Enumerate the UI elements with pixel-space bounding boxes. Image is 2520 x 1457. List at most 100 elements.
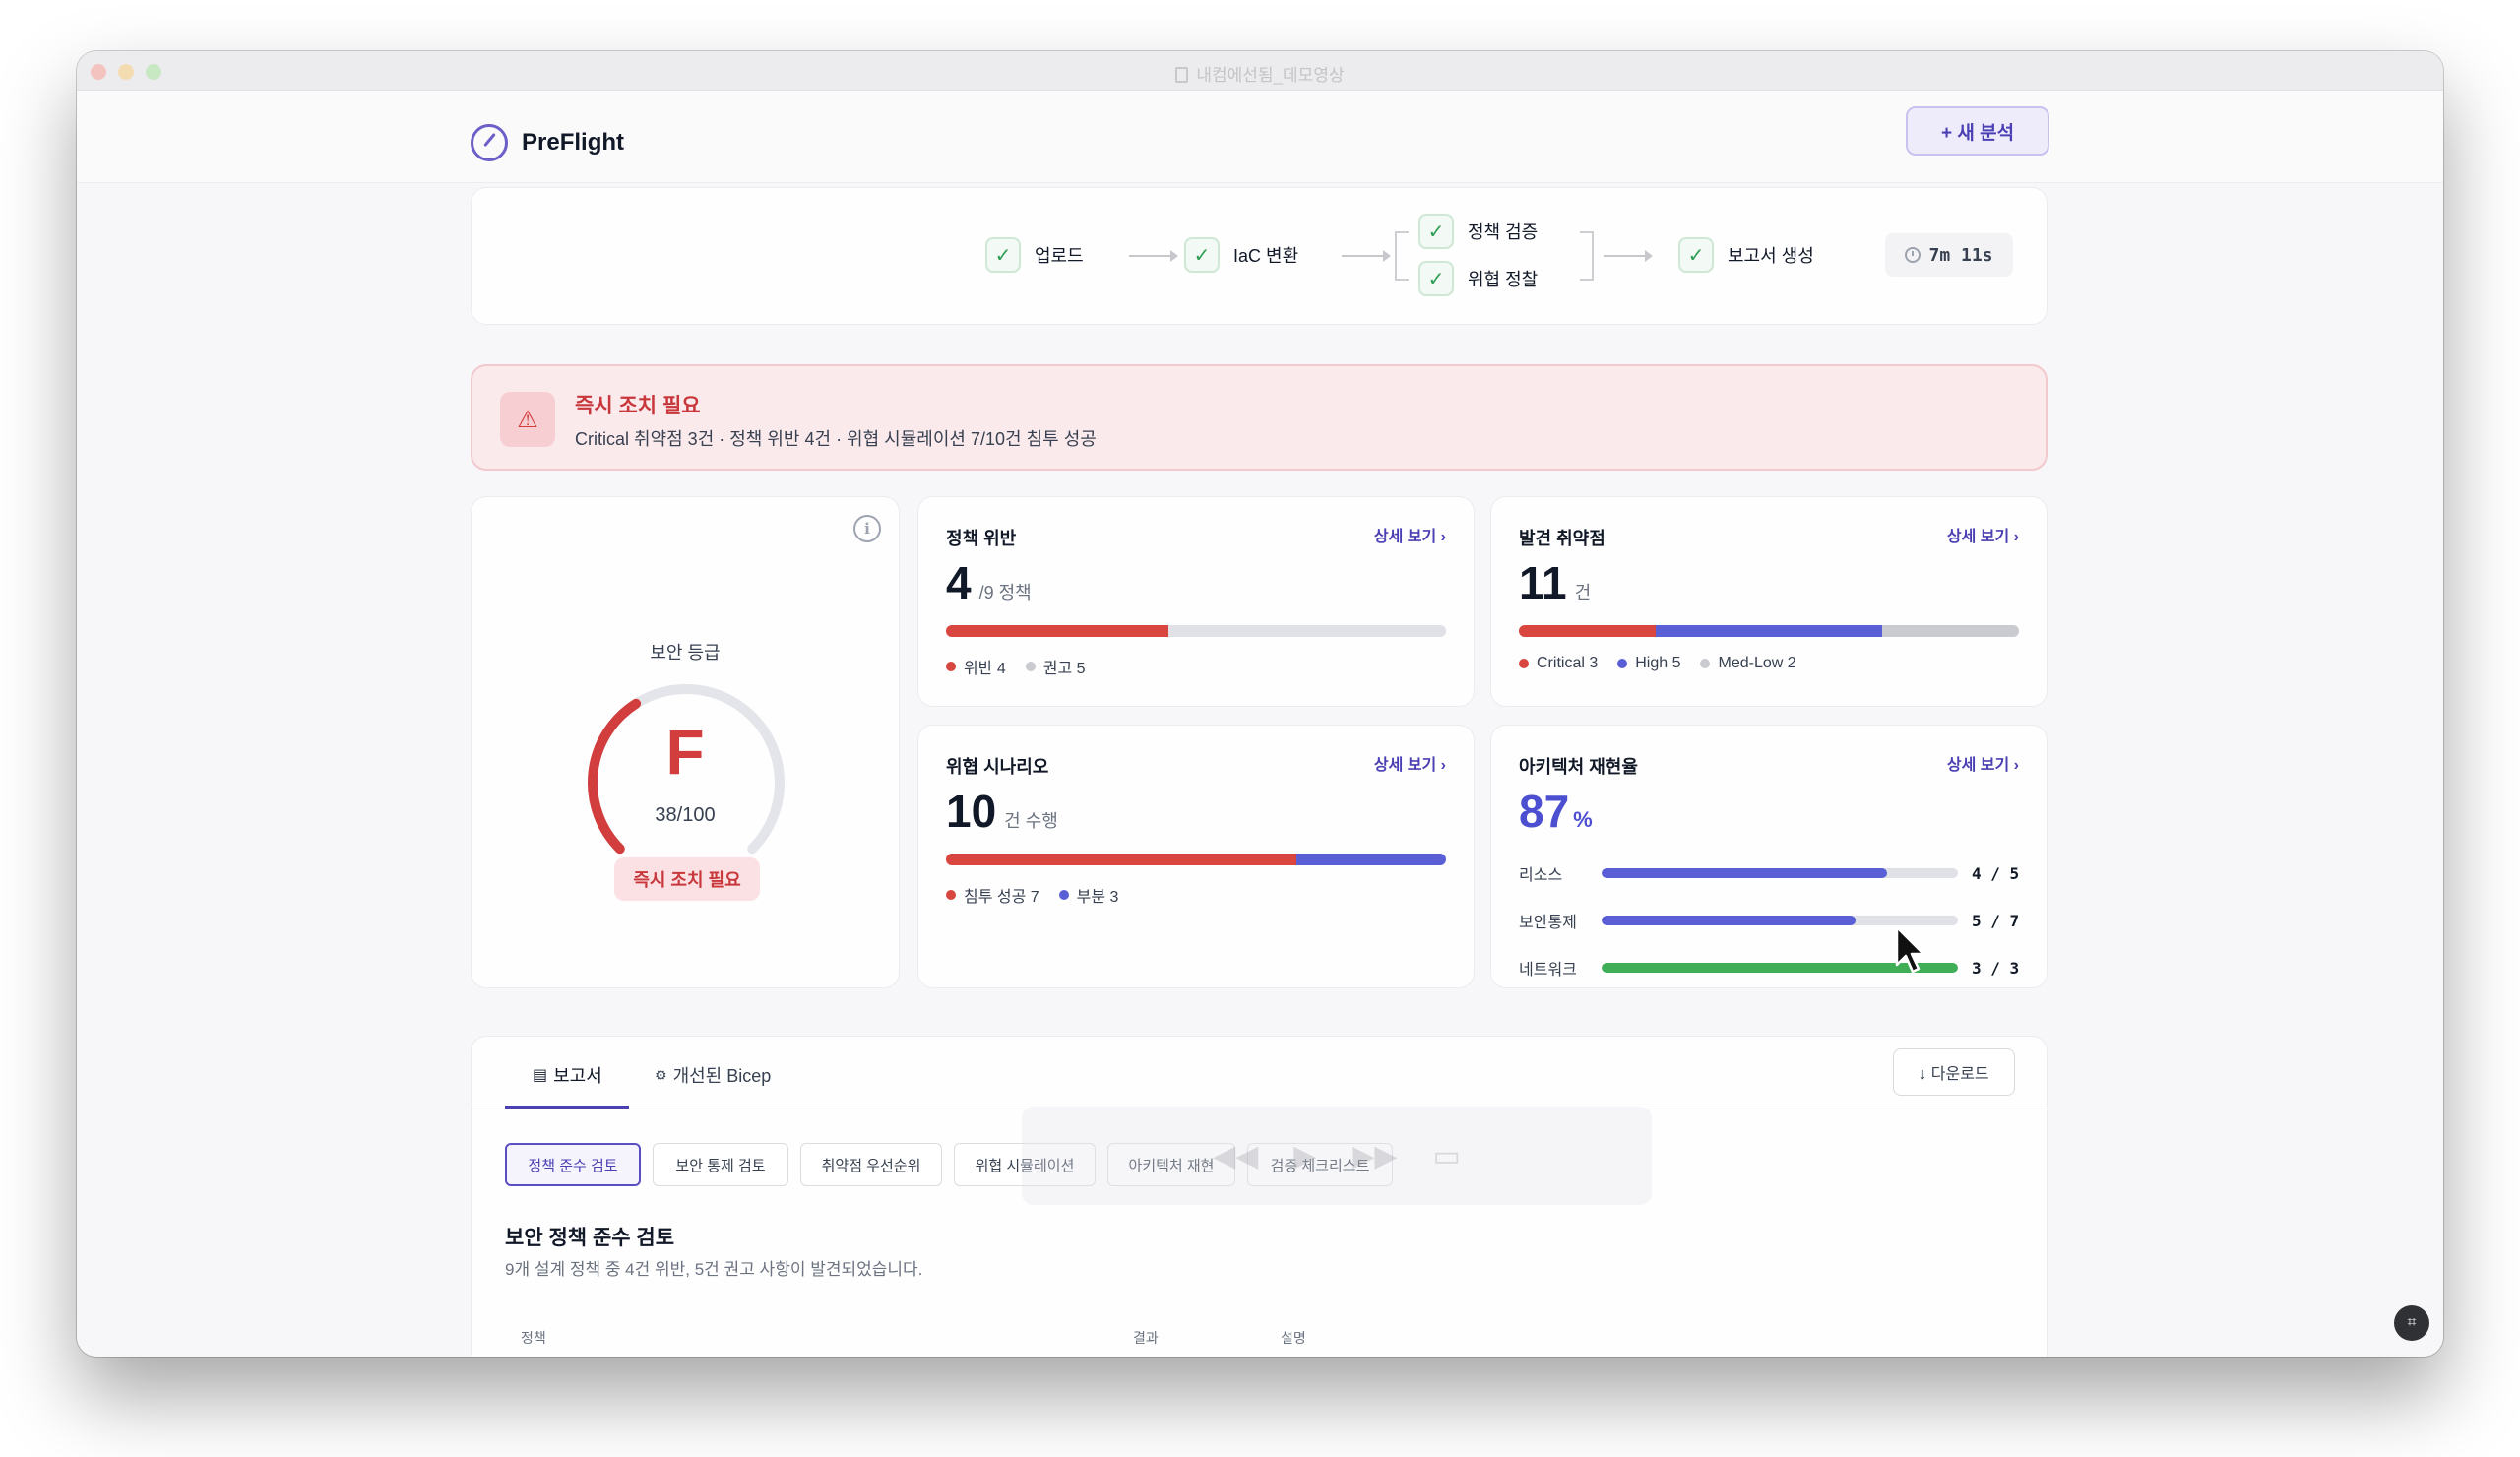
vulnerability-card: 발견 취약점 상세 보기 › 11 건 Critical 3 High 5 Med-L… [1490,496,2048,707]
legend-item: 위반 4 [946,655,1006,678]
clock-icon [1905,247,1922,263]
metric-value: 10 [946,786,997,837]
check-icon: ✓ [985,237,1021,273]
info-icon[interactable]: i [853,515,881,542]
compass-icon [471,124,508,161]
pipeline-step-iac: ✓ IaC 변환 [1184,237,1298,273]
gauge-fill [588,698,642,855]
progress-track [1602,916,1958,925]
rewind-icon[interactable]: ◀◀ [1213,1139,1259,1172]
grade-gauge [588,684,785,855]
download-button[interactable]: ↓ 다운로드 [1893,1048,2015,1096]
legend-label: Med-Low 2 [1718,655,1796,671]
step-label: 정책 검증 [1468,222,1539,242]
play-icon[interactable]: ▶ [1293,1139,1317,1172]
detail-link[interactable]: 상세 보기 › [1373,757,1446,774]
subtab-checklist[interactable]: 검증 체크리스트 [1247,1143,1393,1186]
progress-fill [1602,868,1887,878]
policy-bar [946,625,1446,637]
legend-item: Critical 3 [1519,655,1598,672]
architecture-row: 리소스 4 / 5 [1519,861,2023,885]
tab-label: 보고서 [553,1066,602,1086]
video-controls-overlay: ◀◀ ▶ ▶▶ ▭ [1022,1107,1652,1205]
subtab-policy-compliance[interactable]: 정책 준수 검토 [505,1143,641,1186]
check-icon: ✓ [1678,237,1714,273]
legend-label: 위반 4 [964,661,1006,677]
pipeline-step-policy: ✓ 정책 검증 [1418,214,1538,249]
progress-track [1602,868,1958,878]
step-label: 보고서 생성 [1728,246,1814,266]
subtab-threat-simulation[interactable]: 위협 시뮬레이션 [954,1143,1096,1186]
screen-icon[interactable]: ▭ [1432,1139,1461,1172]
section-subtitle: 9개 설계 정책 중 4건 위반, 5건 권고 사항이 발견되었습니다. [505,1260,923,1279]
close-window-button[interactable] [91,64,106,80]
check-icon: ✓ [1184,237,1220,273]
bar-segment [946,625,1168,637]
legend-dot [946,890,956,900]
arrow-icon [1604,250,1653,262]
metric-unit: 건 수행 [1004,811,1058,831]
new-analysis-button[interactable]: + 새 분석 [1906,106,2049,156]
step-label: IaC 변환 [1233,246,1299,266]
progress-fill [1602,963,1958,973]
logo[interactable]: PreFlight [471,124,624,161]
legend-item: 부분 3 [1058,883,1118,907]
legend-label: Critical 3 [1537,655,1599,671]
fast-forward-icon[interactable]: ▶▶ [1352,1139,1398,1172]
detail-link[interactable]: 상세 보기 › [1946,757,2019,774]
row-label: 보안통제 [1519,915,1577,931]
minimize-window-button[interactable] [118,64,134,80]
policy-violation-card: 정책 위반 상세 보기 › 4/9 정책 위반 4 권고 5 [917,496,1475,707]
card-title: 아키텍처 재현율 [1519,757,1638,777]
pipeline-step-report: ✓ 보고서 생성 [1678,237,1814,273]
metric-value: 4 [946,557,972,608]
card-title: 정책 위반 [946,529,1017,548]
zoom-window-button[interactable] [146,64,161,80]
legend-dot [1700,659,1711,668]
threat-legend: 침투 성공 7 부분 3 [946,883,1138,907]
metric-value: 87 [1519,786,1570,837]
legend-dot [1617,659,1628,668]
metric-unit: 건 [1574,583,1592,602]
row-value: 4 / 5 [1972,863,2020,883]
alert-title: 즉시 조치 필요 [575,395,701,417]
legend-item: High 5 [1617,655,1680,672]
grade-label: 보안 등급 [650,643,721,663]
bracket-left [1395,231,1409,281]
pipeline-card: ✓ 업로드 ✓ IaC 변환 ✓ 정책 검증 ✓ 위협 정찰 ✓ 보고서 생성 … [471,187,2048,325]
subtab-vuln-priority[interactable]: 취약점 우선순위 [800,1143,942,1186]
architecture-row: 보안통제 5 / 7 [1519,909,2023,932]
progress-track [1602,963,1958,973]
policy-legend: 위반 4 권고 5 [946,655,1105,678]
threat-bar [946,854,1446,865]
critical-alert: ⚠ 즉시 조치 필요 Critical 취약점 3건 · 정책 위반 4건 · … [471,364,2048,471]
title-bar: 내컴에선됨_데모영상 [77,51,2443,91]
legend-item: Med-Low 2 [1700,655,1796,672]
legend-label: 권고 5 [1042,661,1086,677]
screenshot-tool-icon[interactable]: ⌗ [2394,1305,2429,1341]
elapsed-timer: 7m 11s [1885,233,2013,277]
detail-link[interactable]: 상세 보기 › [1946,529,2019,545]
tab-report[interactable]: ▤ 보고서 [533,1062,602,1088]
subtab-security-control[interactable]: 보안 통제 검토 [653,1143,788,1186]
subtab-architecture[interactable]: 아키텍처 재현 [1107,1143,1235,1186]
legend-item: 침투 성공 7 [946,883,1040,907]
legend-label: High 5 [1635,655,1681,671]
architecture-card: 아키텍처 재현율 상세 보기 › 87% 리소스 4 / 5 보안통제 5 / 7 네트… [1490,725,2048,988]
tab-improved-bicep[interactable]: ⚙ 개선된 Bicep [655,1062,771,1088]
check-icon: ✓ [1418,261,1454,296]
pipeline-step-upload: ✓ 업로드 [985,237,1084,273]
legend-label: 침투 성공 7 [964,889,1040,906]
card-title: 발견 취약점 [1519,529,1606,548]
app-header: PreFlight + 새 분석 [77,91,2443,183]
bar-segment [946,854,1296,865]
metric-unit: % [1573,807,1593,832]
bar-segment [1655,625,1883,637]
detail-link[interactable]: 상세 보기 › [1373,529,1446,545]
legend-dot [1058,890,1069,900]
arrow-icon [1342,250,1391,262]
mouse-cursor-icon [1895,925,1925,974]
metric-value: 11 [1519,557,1567,608]
vulnerability-bar [1519,625,2019,637]
alert-body: Critical 취약점 3건 · 정책 위반 4건 · 위협 시뮬레이션 7/… [575,429,1097,449]
